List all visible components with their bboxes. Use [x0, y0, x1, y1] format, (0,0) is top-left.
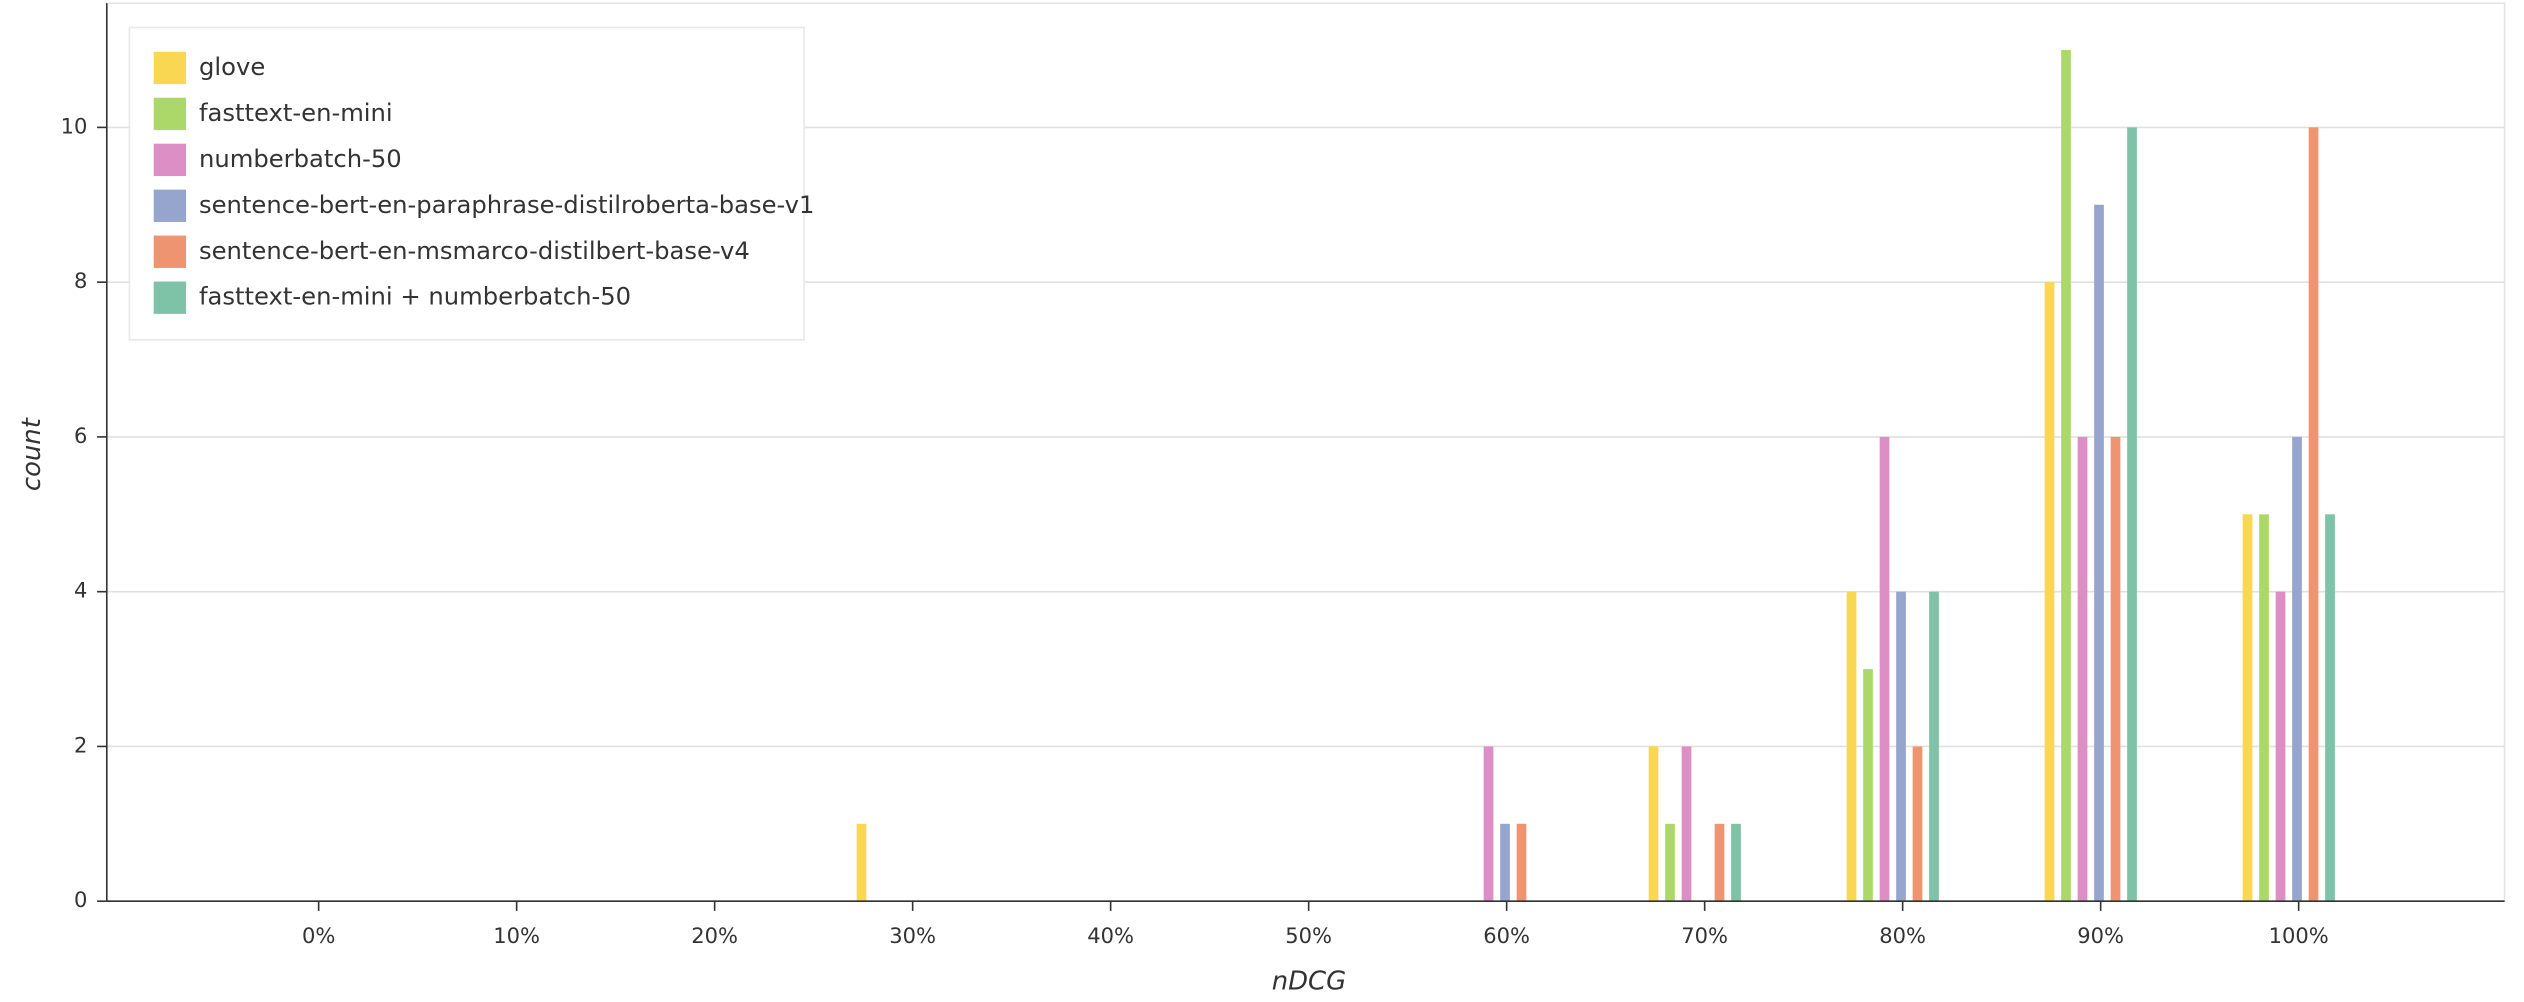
y-tick-label: 8: [74, 268, 87, 293]
y-axis-label: count: [17, 417, 47, 491]
legend-label: fasttext-en-mini + numberbatch-50: [199, 282, 631, 311]
bar: [1731, 823, 1741, 902]
legend-swatch: [153, 51, 187, 85]
legend-swatch: [153, 281, 187, 314]
bar: [2275, 591, 2286, 902]
bar: [1929, 591, 1939, 902]
bar: [1863, 669, 1873, 902]
bar: [1516, 823, 1527, 902]
legend-swatch: [153, 189, 187, 222]
bar: [1681, 746, 1692, 902]
legend-label: sentence-bert-en-paraphrase-distilrobert…: [199, 190, 814, 219]
x-tick-label: 70%: [1681, 923, 1728, 948]
bar: [2061, 50, 2071, 902]
y-tick-label: 0: [74, 887, 87, 912]
legend-label: sentence-bert-en-msmarco-distilbert-base…: [199, 236, 750, 265]
x-tick-label: 0%: [302, 923, 335, 948]
bar: [2077, 436, 2088, 902]
legend-swatch: [153, 235, 187, 268]
bar: [2308, 127, 2319, 902]
legend-label: numberbatch-50: [199, 144, 402, 173]
bar: [2325, 514, 2335, 902]
bar: [2094, 204, 2104, 902]
x-tick-label: 90%: [2077, 923, 2124, 948]
bar: [1896, 591, 1906, 902]
y-tick-label: 2: [74, 732, 87, 757]
legend-swatch: [153, 143, 187, 177]
bar: [1714, 823, 1725, 902]
bar: [2127, 127, 2137, 902]
bar: [1648, 746, 1659, 902]
y-tick-label: 10: [61, 113, 88, 138]
x-tick-label: 30%: [889, 923, 936, 948]
bar: [2044, 282, 2055, 902]
bar: [1665, 823, 1675, 902]
x-tick-label: 80%: [1879, 923, 1926, 948]
bar: [1846, 591, 1857, 902]
bar: [1500, 823, 1510, 902]
x-tick-label: 10%: [493, 923, 540, 948]
bar: [2242, 514, 2253, 902]
x-tick-label: 40%: [1087, 923, 1134, 948]
bar: [2110, 436, 2121, 902]
legend-label: glove: [199, 52, 265, 81]
bar: [856, 823, 867, 902]
x-tick-label: 60%: [1483, 923, 1530, 948]
x-tick-label: 100%: [2269, 923, 2329, 948]
y-tick-label: 4: [74, 578, 87, 603]
y-tick-label: 6: [74, 423, 87, 448]
x-tick-label: 50%: [1285, 923, 1332, 948]
legend: glove fasttext-en-mini numberbatch-50 sente…: [128, 26, 814, 341]
x-axis-label: nDCG: [1272, 967, 1346, 997]
legend-label: fasttext-en-mini: [199, 98, 393, 127]
bar: [1483, 746, 1494, 902]
bar: [1912, 746, 1923, 902]
legend-swatch: [153, 97, 187, 131]
x-tick-label: 20%: [691, 923, 738, 948]
bar: [2292, 436, 2302, 902]
bar: [2259, 514, 2269, 902]
bar: [1879, 436, 1890, 902]
legend-box: [128, 26, 805, 341]
